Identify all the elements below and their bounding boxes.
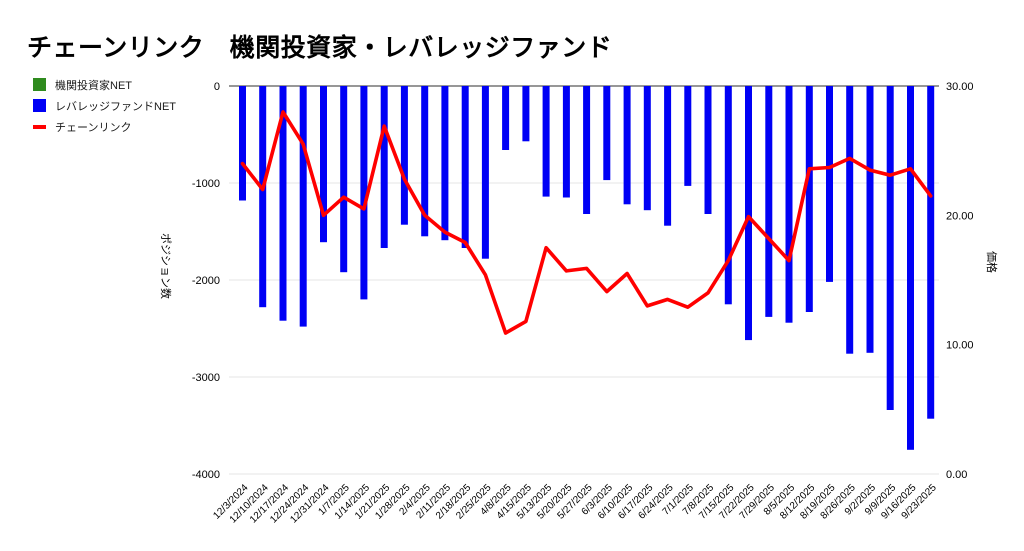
bar-レバレッジファンドNET — [623, 86, 631, 205]
bar-レバレッジファンドNET — [724, 86, 732, 305]
legend-item-leveraged-fund-net: レバレッジファンドNET — [33, 99, 176, 113]
right-axis-title: 価格 — [985, 251, 999, 273]
bar-レバレッジファンドNET — [441, 86, 449, 241]
left-axis-tick-label: -2000 — [192, 275, 220, 287]
bar-レバレッジファンドNET — [400, 86, 408, 225]
bar-レバレッジファンドNET — [886, 86, 894, 410]
right-axis-tick-label: 10.00 — [946, 340, 974, 352]
bar-レバレッジファンドNET — [239, 86, 246, 201]
chart-title: チェーンリンク 機関投資家・レバレッジファンド — [27, 34, 613, 62]
bar-レバレッジファンドNET — [320, 86, 327, 243]
left-axis-title: ポジション数 — [159, 233, 172, 299]
bar-レバレッジファンドNET — [684, 86, 692, 186]
bar-レバレッジファンドNET — [421, 86, 429, 237]
red-dash-swatch-icon — [33, 124, 46, 129]
bar-レバレッジファンドNET — [805, 86, 813, 312]
bar-レバレッジファンドNET — [866, 86, 874, 353]
price-line-チェーンリンク — [240, 110, 933, 335]
left-axis-tick-label: -4000 — [192, 469, 220, 481]
right-axis-tick-label: 20.00 — [946, 210, 974, 222]
bar-レバレッジファンドNET — [360, 86, 368, 300]
bar-レバレッジファンドNET — [502, 86, 510, 150]
legend-item-institutional-net: 機関投資家NET — [33, 78, 176, 92]
bar-レバレッジファンドNET — [481, 86, 489, 259]
bar-レバレッジファンドNET — [907, 86, 914, 450]
green-square-swatch-icon — [33, 78, 46, 91]
right-axis-tick-label: 0.00 — [946, 469, 967, 481]
bar-レバレッジファンドNET — [603, 86, 611, 181]
bar-レバレッジファンドNET — [522, 86, 530, 142]
legend-label-chainlink: チェーンリンク — [55, 121, 132, 134]
bar-レバレッジファンドNET — [340, 86, 348, 273]
bar-レバレッジファンドNET — [643, 86, 651, 211]
bar-レバレッジファンドNET — [461, 86, 469, 248]
legend-item-chainlink: チェーンリンク — [33, 120, 176, 134]
bar-レバレッジファンドNET — [927, 86, 935, 419]
bar-レバレッジファンドNET — [542, 86, 550, 197]
bar-レバレッジファンドNET — [259, 86, 267, 308]
bar-レバレッジファンドNET — [704, 86, 712, 214]
left-axis-tick-label: -1000 — [192, 178, 220, 190]
bar-レバレッジファンドNET — [765, 86, 773, 317]
bar-レバレッジファンドNET — [299, 86, 307, 327]
bar-レバレッジファンドNET — [279, 86, 287, 321]
bar-レバレッジファンドNET — [583, 86, 591, 214]
left-axis-tick-label: 0 — [214, 81, 220, 93]
chart-legend: 機関投資家NET レバレッジファンドNET チェーンリンク — [33, 78, 176, 134]
bar-レバレッジファンドNET — [826, 86, 833, 282]
bar-レバレッジファンドNET — [785, 86, 793, 323]
bar-レバレッジファンドNET — [745, 86, 752, 341]
legend-label-institutional-net: 機関投資家NET — [55, 79, 132, 92]
bar-レバレッジファンドNET — [846, 86, 854, 354]
bar-レバレッジファンドNET — [664, 86, 672, 226]
left-axis-tick-label: -3000 — [192, 372, 220, 384]
right-axis-tick-label: 30.00 — [946, 81, 974, 93]
bar-レバレッジファンドNET — [380, 86, 388, 248]
legend-label-leveraged-fund-net: レバレッジファンドNET — [55, 100, 176, 113]
bar-レバレッジファンドNET — [562, 86, 570, 198]
blue-square-swatch-icon — [33, 99, 46, 112]
